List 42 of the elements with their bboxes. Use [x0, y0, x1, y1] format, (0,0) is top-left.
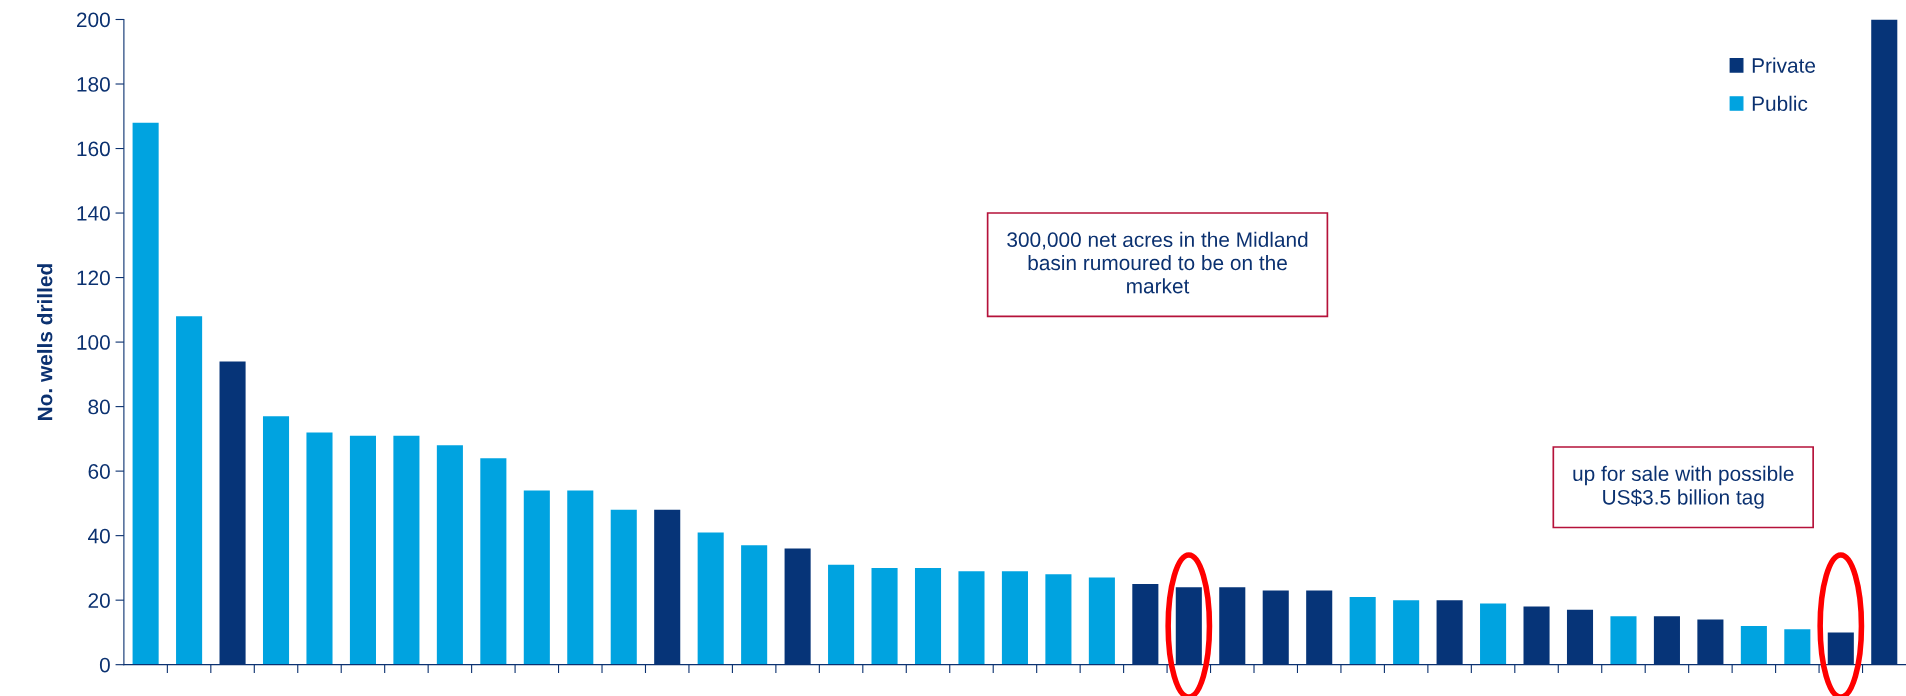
y-tick-label: 160: [77, 141, 110, 157]
bar: [567, 490, 594, 665]
bar: [349, 435, 376, 665]
bar: [741, 545, 768, 665]
bar: [176, 316, 203, 665]
bar: [393, 435, 420, 665]
bar: [306, 432, 333, 665]
y-tick-label: 140: [77, 206, 110, 221]
y-tick-label: 200: [76, 12, 110, 28]
y-tick-label: 80: [88, 399, 110, 415]
bar: [914, 567, 942, 665]
bar: [871, 567, 898, 665]
bar: [1784, 629, 1811, 665]
bar: [523, 490, 550, 665]
bar: [958, 571, 985, 665]
y-tick-label: 100: [77, 335, 110, 350]
bar: [697, 532, 724, 665]
bar: [1480, 603, 1507, 665]
y-tick-label: 40: [88, 528, 110, 544]
annotation: up for sale with possible US$3.5 billion tag: [1573, 465, 1794, 509]
y-tick-label: 180: [77, 77, 110, 92]
bar: [1045, 574, 1072, 665]
bar: [828, 564, 855, 665]
bar: [436, 445, 463, 665]
bar: [262, 416, 290, 665]
bar: [1740, 625, 1767, 665]
y-tick-label: 120: [77, 270, 110, 286]
bar: [1393, 600, 1420, 665]
legend-label: Public: [1752, 95, 1808, 112]
y-axis-title: No. wells drilled: [37, 264, 53, 420]
bar: [1610, 616, 1637, 665]
bar: [1349, 596, 1376, 665]
y-tick-label: 0: [99, 657, 110, 673]
bar: [480, 458, 507, 665]
bar: [1001, 571, 1028, 665]
bar: [610, 509, 637, 665]
annotation: 300,000 net acres in the Midland basin rumoured to be on the market: [1007, 231, 1308, 294]
bar: [1088, 577, 1115, 665]
y-tick-label: 20: [88, 593, 110, 608]
y-tick-label: 60: [88, 464, 110, 479]
bar: [132, 122, 159, 665]
legend-label: Private: [1752, 57, 1816, 73]
